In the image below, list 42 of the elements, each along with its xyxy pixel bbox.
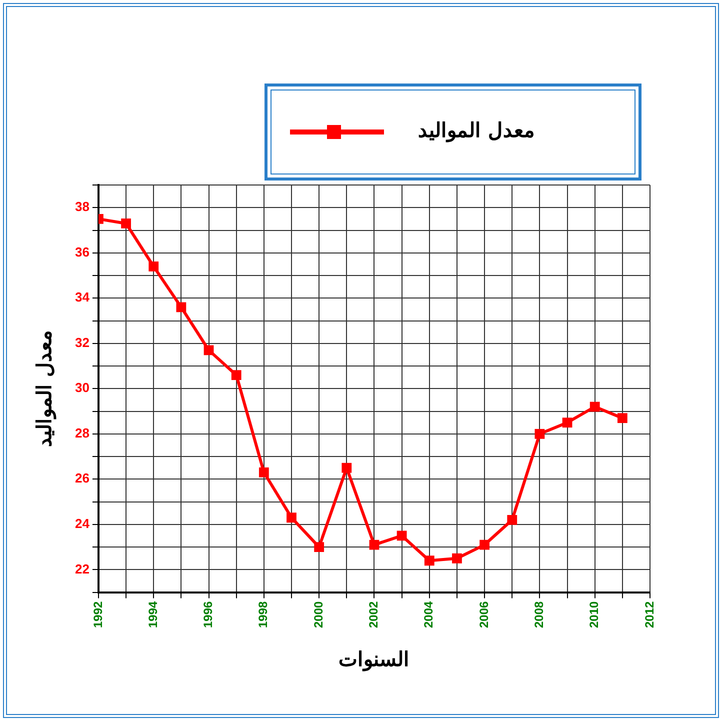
point [534, 428, 545, 439]
x-tick-label: 2012 [642, 600, 656, 628]
x-tick-label: 2008 [532, 600, 546, 628]
point [286, 512, 296, 523]
y-tick-label: 36 [74, 244, 90, 260]
x-axis-title: السنوات [338, 647, 410, 672]
point [342, 462, 352, 473]
legend-label: معدل المواليد [418, 118, 535, 144]
point [258, 467, 269, 478]
point [424, 556, 434, 566]
x-tick-label: 2010 [587, 600, 602, 628]
x-tick-label: 2004 [422, 600, 436, 628]
x-tick-label: 2006 [476, 600, 491, 628]
y-tick-label: 34 [74, 290, 90, 305]
x-tick-label: 1994 [146, 600, 160, 628]
y-tick-label: 28 [74, 425, 90, 440]
x-tick-label: 1992 [90, 600, 105, 628]
y-tick-label: 26 [74, 470, 90, 486]
x-tick-label: 1998 [256, 600, 270, 628]
point [562, 418, 572, 428]
point [369, 540, 380, 550]
point [314, 542, 324, 552]
point [507, 514, 518, 525]
y-tick-label: 24 [74, 516, 90, 531]
point [148, 262, 159, 272]
point [121, 218, 131, 228]
y-tick-label: 22 [74, 561, 90, 576]
point [176, 302, 186, 312]
point [590, 402, 600, 412]
y-tick-label: 38 [74, 199, 90, 214]
point [396, 530, 407, 541]
point [231, 370, 242, 380]
point [452, 553, 462, 564]
x-tick-label: 2002 [366, 600, 381, 628]
point [480, 540, 490, 550]
y-tick-label: 30 [74, 380, 90, 396]
x-tick-label: 1996 [201, 600, 216, 628]
point [204, 345, 214, 356]
y-tick-label: 32 [74, 334, 90, 350]
y-axis-title: معدل المواليد [32, 330, 58, 448]
x-tick-label: 2000 [311, 600, 326, 628]
point [617, 413, 628, 424]
